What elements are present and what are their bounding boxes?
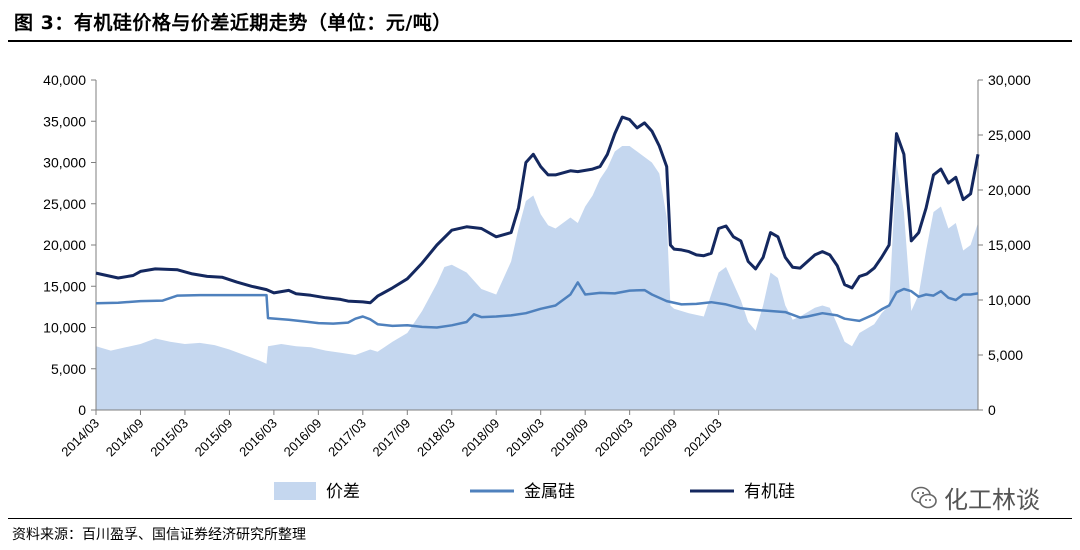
x-tick-label: 2014/03 xyxy=(58,416,102,460)
x-tick-label: 2016/03 xyxy=(236,416,280,460)
right-tick-label: 0 xyxy=(988,402,996,418)
x-tick-label: 2020/09 xyxy=(636,416,680,460)
left-tick-label: 35,000 xyxy=(43,113,86,129)
x-tick-label: 2018/03 xyxy=(414,416,458,460)
x-tick-label: 2019/09 xyxy=(547,416,591,460)
watermark-text: 化工林谈 xyxy=(944,486,1040,514)
x-tick-label: 2017/03 xyxy=(325,416,369,460)
left-tick-label: 15,000 xyxy=(43,278,86,294)
x-tick-label: 2018/09 xyxy=(459,416,503,460)
spread-area xyxy=(96,146,978,410)
right-tick-label: 10,000 xyxy=(988,292,1031,308)
right-tick-label: 20,000 xyxy=(988,182,1031,198)
watermark: 化工林谈 xyxy=(910,480,1040,515)
right-tick-label: 25,000 xyxy=(988,127,1031,143)
x-tick-label: 2016/09 xyxy=(281,416,325,460)
x-tick-label: 2020/03 xyxy=(592,416,636,460)
left-tick-label: 25,000 xyxy=(43,196,86,212)
left-tick-label: 40,000 xyxy=(43,72,86,88)
x-tick-label: 2021/03 xyxy=(681,416,725,460)
organic-silicon-line xyxy=(95,115,980,305)
footer-rule xyxy=(8,518,1072,519)
right-tick-label: 5,000 xyxy=(988,347,1023,363)
left-tick-label: 10,000 xyxy=(43,320,86,336)
legend-label-spread: 价差 xyxy=(326,482,360,502)
title-bar: 图 3：有机硅价格与价差近期走势（单位：元/吨） xyxy=(8,0,1072,42)
source-note: 资料来源：百川盈孚、国信证券经济研究所整理 xyxy=(12,527,306,543)
legend-label-organic: 有机硅 xyxy=(744,482,795,502)
wechat-icon xyxy=(911,486,937,508)
left-tick-label: 20,000 xyxy=(43,237,86,253)
x-tick-label: 2015/09 xyxy=(192,416,236,460)
x-tick-label: 2019/03 xyxy=(503,416,547,460)
right-tick-label: 15,000 xyxy=(988,237,1031,253)
chart-title: 图 3：有机硅价格与价差近期走势（单位：元/吨） xyxy=(14,12,452,34)
legend-swatch-spread xyxy=(274,482,316,500)
metal-silicon-line xyxy=(95,281,979,329)
left-tick-label: 30,000 xyxy=(43,155,86,171)
left-tick-label: 0 xyxy=(78,402,86,418)
left-tick-label: 5,000 xyxy=(51,361,86,377)
x-tick-label: 2014/09 xyxy=(103,416,147,460)
legend-label-metal: 金属硅 xyxy=(524,482,575,502)
x-tick-label: 2017/09 xyxy=(370,416,414,460)
x-tick-label: 2015/03 xyxy=(147,416,191,460)
right-tick-label: 30,000 xyxy=(988,72,1031,88)
